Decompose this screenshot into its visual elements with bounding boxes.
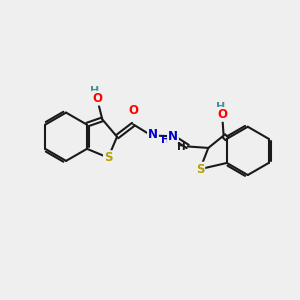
Text: O: O	[129, 104, 139, 117]
Text: O: O	[92, 92, 102, 105]
Text: N: N	[148, 128, 158, 142]
Text: H: H	[90, 86, 99, 96]
Text: S: S	[104, 151, 112, 164]
Text: H: H	[177, 142, 186, 152]
Text: H: H	[216, 102, 225, 112]
Text: H: H	[161, 135, 170, 145]
Text: S: S	[196, 163, 204, 176]
Text: N: N	[168, 130, 178, 143]
Text: O: O	[217, 108, 227, 121]
